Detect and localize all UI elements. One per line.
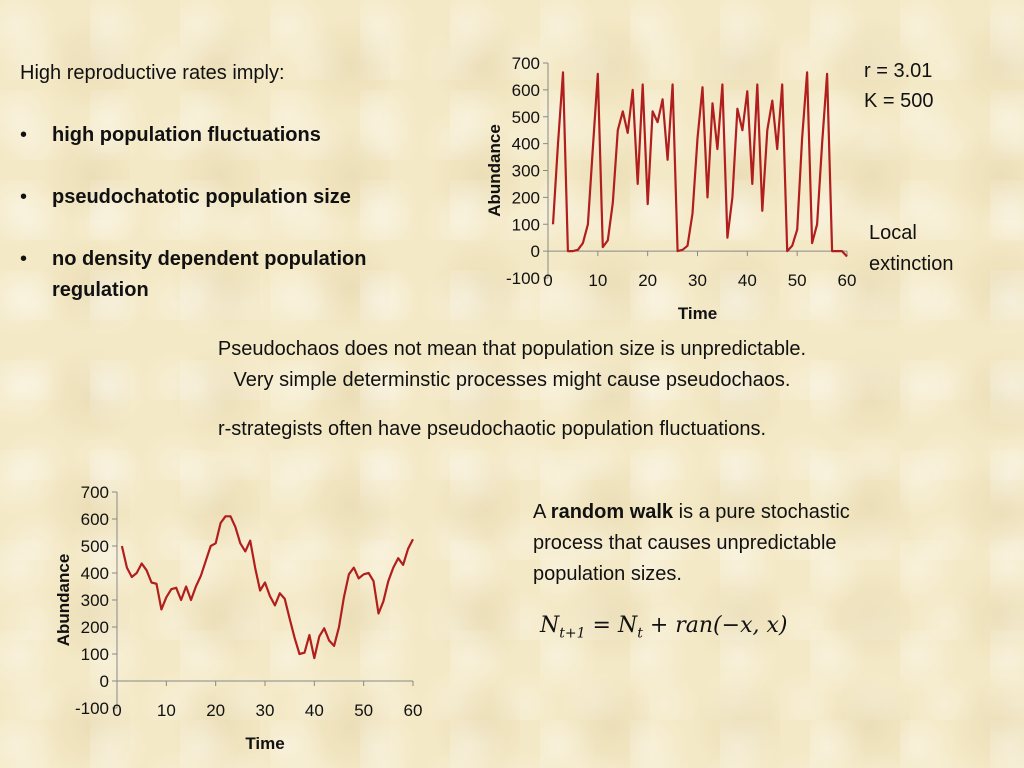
y-tick-label: 0 [100,672,109,691]
param-k: K = 500 [864,90,934,112]
y-tick-label: 0 [531,242,540,261]
formula-lhs-sub: t+1 [559,625,586,642]
random-walk-formula: Nt+1 = Nt + ran(−x, x) [540,613,787,641]
y-tick-label: -100 [506,269,540,288]
bullet-item: • high population fluctuations [20,120,440,151]
y-tick-label: 400 [81,564,109,583]
intro-text: High reproductive rates imply: [20,62,285,84]
param-r: r = 3.01 [864,60,933,82]
rw-prefix: A [533,501,551,523]
bullet-text: pseudochatotic population size [52,186,351,208]
bullet-glyph: • [20,248,28,270]
y-tick-label: 400 [512,135,540,154]
y-tick-label: 300 [512,162,540,181]
rw-suffix: is a pure stochastic process that causes… [533,501,850,585]
x-tick-label: 0 [112,701,121,720]
series-line [120,515,414,660]
y-tick-label: 700 [81,483,109,502]
extinction-label: Local extinction [869,222,954,275]
y-tick-label: 100 [512,215,540,234]
x-tick-label: 40 [305,701,324,720]
y-tick-label: 600 [512,81,540,100]
x-tick-label: 60 [404,701,423,720]
y-tick-label: 100 [81,645,109,664]
y-tick-label: -100 [75,699,109,718]
formula-eq: = [585,613,618,638]
bullet-text: no density dependent population regulati… [52,248,367,301]
x-tick-label: 30 [256,701,275,720]
bullet-item: • no density dependent population regula… [20,244,440,306]
random-walk-text: A random walk is a pure stochastic proce… [533,497,893,590]
y-tick-label: 200 [512,188,540,207]
y-axis-title: Abundance [485,124,504,217]
middle-text-line1: Pseudochaos does not mean that populatio… [217,338,807,360]
y-tick-label: 600 [81,510,109,529]
x-axis-title: Time [245,734,284,753]
x-tick-label: 40 [738,271,757,290]
bullet-glyph: • [20,124,28,146]
x-tick-label: 20 [638,271,657,290]
formula-lhs: N [540,613,560,638]
x-tick-label: 20 [206,701,225,720]
bullet-text: high population fluctuations [52,124,321,146]
formula-rhs-sub: t [637,625,643,642]
x-tick-label: 0 [543,271,552,290]
x-tick-label: 30 [688,271,707,290]
middle-text-line2: Very simple determinstic processes might… [233,369,791,391]
series-line [551,71,848,258]
y-tick-label: 500 [512,108,540,127]
rw-bold: random walk [550,501,674,523]
middle-text-line3: r-strategists often have pseudochaotic p… [217,418,767,440]
formula-rhs: N [617,613,638,638]
y-tick-label: 300 [81,591,109,610]
bullet-glyph: • [20,186,28,208]
y-tick-label: 700 [512,54,540,73]
bullet-list: • high population fluctuations • pseudoc… [20,120,440,306]
x-tick-label: 60 [838,271,857,290]
x-axis-title: Time [678,304,717,323]
x-tick-label: 10 [157,701,176,720]
x-tick-label: 10 [588,271,607,290]
x-tick-label: 50 [354,701,373,720]
formula-rest: + ran(−x, x) [642,613,788,638]
x-tick-label: 50 [788,271,807,290]
y-tick-label: 200 [81,618,109,637]
y-axis-title: Abundance [54,554,73,647]
y-tick-label: 500 [81,537,109,556]
bullet-item: • pseudochatotic population size [20,182,440,213]
